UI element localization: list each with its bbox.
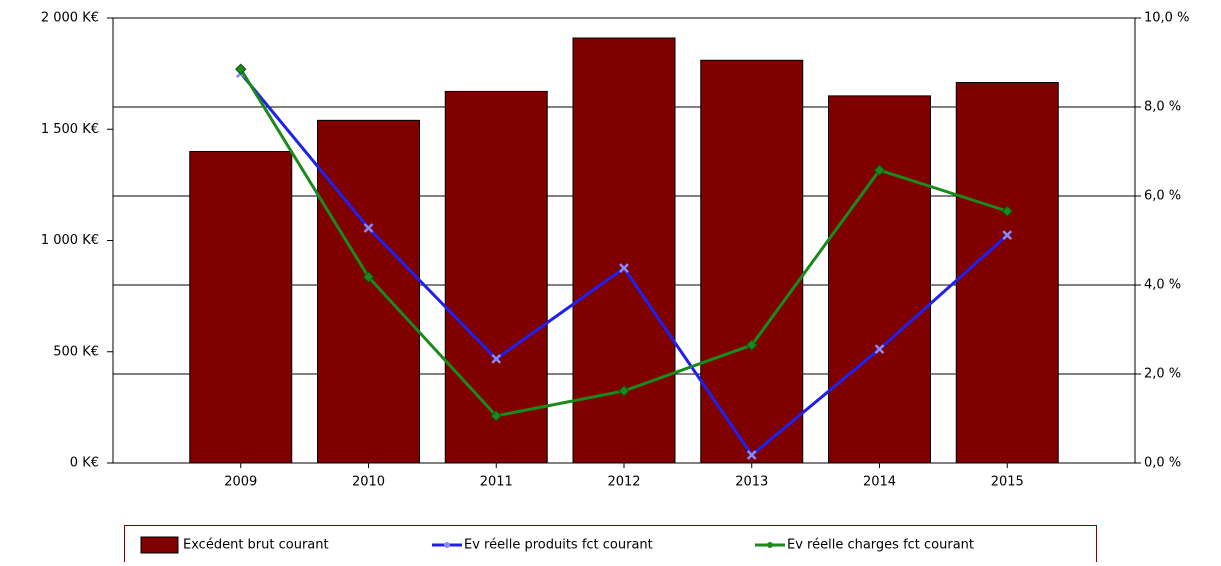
marker xyxy=(1001,205,1013,217)
y-tick-label: 2 000 K€ xyxy=(41,11,99,26)
x-tick-label: 2015 xyxy=(991,475,1024,490)
legend-label: Ev réelle charges fct courant xyxy=(787,538,974,553)
marker xyxy=(1002,230,1013,241)
marker xyxy=(873,164,886,176)
x-tick-label: 2010 xyxy=(352,475,385,490)
x-tick-label: 2013 xyxy=(735,475,768,490)
legend-marker xyxy=(444,542,450,548)
marker xyxy=(491,353,502,364)
legend-box xyxy=(124,525,1097,566)
legend-marker xyxy=(767,542,773,548)
y2-tick-label: 0,0 % xyxy=(1144,456,1181,471)
x-tick-label: 2012 xyxy=(607,475,640,490)
y-tick-label: 0 K€ xyxy=(70,456,99,471)
x-tick-label: 2014 xyxy=(863,475,896,490)
x-tick-label: 2009 xyxy=(224,475,257,490)
marker xyxy=(235,63,247,75)
legend-label: Ev réelle produits fct courant xyxy=(464,538,653,553)
marker xyxy=(490,410,502,422)
y-tick-label: 1 000 K€ xyxy=(41,233,99,248)
bar xyxy=(189,151,293,464)
marker xyxy=(619,263,629,273)
y2-tick-label: 8,0 % xyxy=(1144,100,1181,115)
marker xyxy=(746,450,757,460)
y2-tick-label: 6,0 % xyxy=(1144,189,1181,204)
y2-tick-label: 10,0 % xyxy=(1144,11,1189,26)
bar xyxy=(444,90,548,464)
marker xyxy=(363,223,374,233)
marker xyxy=(362,271,375,283)
legend-label: Excédent brut courant xyxy=(183,538,329,553)
y-tick-label: 500 K€ xyxy=(53,344,99,359)
bar xyxy=(317,119,420,464)
marker xyxy=(618,385,630,397)
legend-swatch xyxy=(140,536,179,554)
marker xyxy=(746,339,758,351)
bar xyxy=(828,95,931,464)
bar xyxy=(700,59,804,464)
y-tick-label: 1 500 K€ xyxy=(41,122,99,137)
y2-tick-label: 2,0 % xyxy=(1144,367,1181,382)
x-tick-label: 2011 xyxy=(480,475,513,490)
y2-tick-label: 4,0 % xyxy=(1144,278,1181,293)
marker xyxy=(874,344,885,354)
bar xyxy=(955,82,1059,464)
